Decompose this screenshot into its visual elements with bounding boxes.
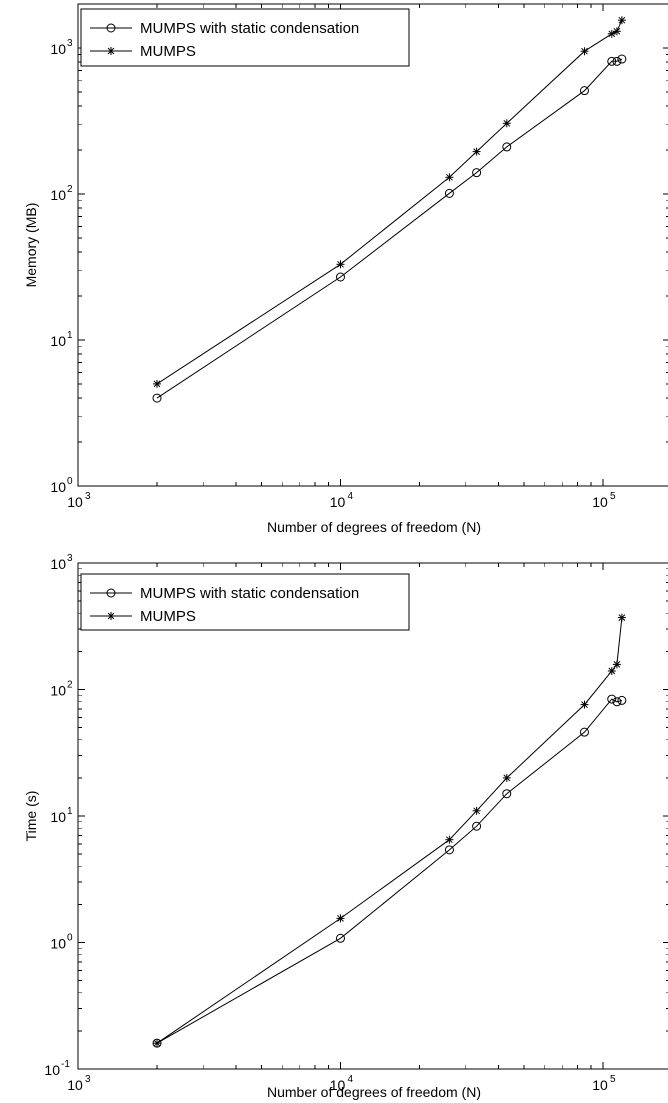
time-legend-marker-condensed <box>106 588 116 598</box>
memory-point-condensed <box>617 54 627 64</box>
time-y-tick-label-exp: 0 <box>67 933 73 944</box>
memory-x-tick-label: 10 <box>67 494 83 510</box>
time-point-mumps <box>580 700 589 709</box>
time-point-mumps <box>472 806 481 815</box>
memory-plot-frame <box>77 3 668 487</box>
time-point-mumps <box>502 773 511 782</box>
memory-series-line-condensed <box>156 58 623 399</box>
time-point-condensed <box>607 694 617 704</box>
memory-legend-label-condensed: MUMPS with static condensation <box>140 20 359 37</box>
time-legend-marker-mumps <box>107 612 115 620</box>
memory-point-mumps <box>617 16 626 25</box>
memory-point-condensed <box>612 56 622 66</box>
memory-y-tick-label-exp: 0 <box>67 476 73 487</box>
time-y-axis-label: Time (s) <box>23 791 39 842</box>
time-chart: 10 3 10 4 10 510 -110 010 110 210 3 Number of degr… <box>23 553 668 1100</box>
time-y-tick-label-exp: 1 <box>67 806 73 817</box>
memory-chart: 10 3 10 4 10 510 010 110 210 3 Number of degrees … <box>23 3 668 535</box>
time-point-condensed <box>612 697 622 707</box>
time-x-tick-label-exp: 3 <box>85 1074 91 1085</box>
memory-point-mumps <box>336 260 345 269</box>
memory-x-tick-label: 10 <box>330 494 346 510</box>
time-point-condensed <box>472 821 482 831</box>
memory-point-mumps <box>153 379 161 388</box>
memory-point-condensed <box>579 86 589 96</box>
memory-point-condensed <box>444 188 454 198</box>
time-x-tick-label-exp: 5 <box>610 1074 616 1085</box>
memory-y-tick-label-exp: 1 <box>67 330 73 341</box>
time-point-mumps <box>445 835 454 844</box>
memory-point-mumps <box>445 173 454 182</box>
memory-y-tick-label: 10 <box>50 41 66 57</box>
memory-y-tick-label: 10 <box>50 333 66 349</box>
memory-point-mumps <box>580 47 589 56</box>
time-x-tick-label: 10 <box>330 1077 346 1093</box>
time-x-tick-label: 10 <box>592 1077 608 1093</box>
time-x-axis-label: Number of degrees of freedom (N) <box>267 1084 481 1100</box>
memory-point-mumps <box>612 27 621 36</box>
memory-legend-box <box>80 8 410 67</box>
memory-legend: MUMPS with static condensation MUMPS <box>80 8 410 67</box>
memory-x-axis-label: Number of degrees of freedom (N) <box>267 519 481 535</box>
time-y-tick-label: 10 <box>44 1062 60 1078</box>
time-x-tick-label: 10 <box>67 1077 83 1093</box>
time-y-tick-label-exp: -1 <box>61 1059 70 1070</box>
memory-legend-marker-mumps <box>107 47 115 55</box>
time-y-tick-label: 10 <box>50 809 66 825</box>
memory-point-condensed <box>502 142 512 152</box>
memory-point-condensed <box>335 272 345 282</box>
time-point-condensed <box>502 789 512 799</box>
memory-x-tick-label-exp: 5 <box>610 491 616 502</box>
memory-series <box>152 16 627 403</box>
time-legend-label-mumps: MUMPS <box>140 608 196 625</box>
time-point-condensed <box>335 933 345 943</box>
time-legend: MUMPS with static condensation MUMPS <box>80 573 410 631</box>
memory-legend-marker-condensed <box>106 23 116 33</box>
memory-x-tick-label-exp: 4 <box>347 491 353 502</box>
time-point-mumps <box>153 1039 161 1048</box>
memory-y-axis-label: Memory (MB) <box>23 203 39 288</box>
time-y-tick-label: 10 <box>50 556 66 572</box>
time-y-tick-label-exp: 3 <box>67 553 73 564</box>
memory-y-tick-label: 10 <box>50 479 66 495</box>
time-x-tick-label-exp: 4 <box>347 1074 353 1085</box>
memory-ticks: 10 3 10 4 10 510 010 110 210 3 <box>50 3 668 510</box>
memory-point-condensed <box>152 393 162 403</box>
memory-point-mumps <box>502 119 511 128</box>
time-y-tick-label-exp: 2 <box>67 680 73 691</box>
time-point-mumps <box>617 613 626 622</box>
time-point-mumps <box>336 914 345 923</box>
time-series <box>152 613 627 1048</box>
memory-y-tick-label-exp: 3 <box>67 38 73 49</box>
time-point-mumps <box>607 667 616 675</box>
memory-legend-label-mumps: MUMPS <box>140 43 196 60</box>
memory-y-tick-label: 10 <box>50 187 66 203</box>
memory-point-condensed <box>472 168 482 178</box>
time-y-tick-label: 10 <box>50 936 66 952</box>
time-point-condensed <box>579 727 589 737</box>
time-y-tick-label: 10 <box>50 683 66 699</box>
memory-point-condensed <box>607 56 617 66</box>
time-point-condensed <box>617 695 627 705</box>
memory-x-tick-label: 10 <box>592 494 608 510</box>
time-legend-label-condensed: MUMPS with static condensation <box>140 585 359 602</box>
memory-point-mumps <box>472 147 481 156</box>
memory-y-tick-label-exp: 2 <box>67 184 73 195</box>
time-point-condensed <box>444 845 454 855</box>
memory-x-tick-label-exp: 3 <box>85 491 91 502</box>
time-point-mumps <box>612 660 621 669</box>
time-ticks: 10 3 10 4 10 510 -110 010 110 210 3 <box>44 553 668 1093</box>
time-legend-box <box>80 573 410 631</box>
